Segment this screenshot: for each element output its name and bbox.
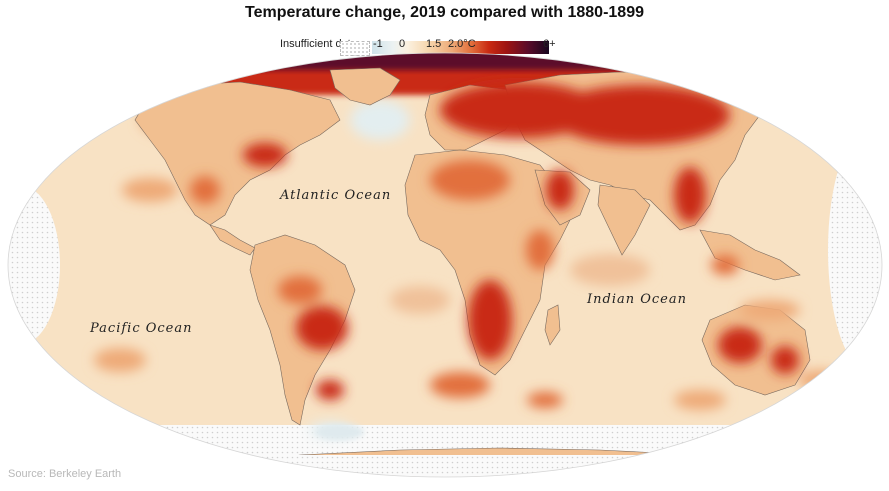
legend-tick-0: 0 bbox=[399, 38, 406, 50]
chart-title: Temperature change, 2019 compared with 1… bbox=[245, 4, 644, 21]
atlantic-ocean-label: Atlantic Ocean bbox=[279, 188, 391, 203]
color-legend: Insufficient data -1 0 1.5 2.0°C 6+ bbox=[0, 20, 889, 56]
globe-outline bbox=[7, 52, 883, 478]
legend-tick-6plus: 6+ bbox=[543, 38, 556, 50]
legend-insufficient-label: Insufficient data bbox=[280, 38, 357, 50]
antarctica-insufficient bbox=[150, 455, 850, 477]
north-america bbox=[134, 81, 341, 226]
pacific-ocean-label: Pacific Ocean bbox=[89, 321, 193, 336]
legend-tick-1-5: 1.5 bbox=[426, 38, 442, 50]
central-america bbox=[209, 224, 256, 256]
india bbox=[597, 184, 651, 256]
cool-patch bbox=[316, 424, 364, 440]
madagascar bbox=[544, 304, 561, 346]
indian-ocean-label: Indian Ocean bbox=[586, 292, 687, 307]
legend-insufficient-swatch bbox=[340, 41, 370, 56]
arctic-band bbox=[8, 53, 882, 95]
legend-tick-2-0: 2.0°C bbox=[448, 38, 476, 50]
greenland bbox=[329, 67, 401, 106]
legend-color-scale bbox=[372, 41, 549, 54]
source-note: Source: Berkeley Earth bbox=[8, 468, 122, 480]
new-zealand bbox=[819, 384, 836, 413]
land-hotspots bbox=[190, 82, 800, 400]
legend-tick-minus1: -1 bbox=[373, 38, 383, 50]
